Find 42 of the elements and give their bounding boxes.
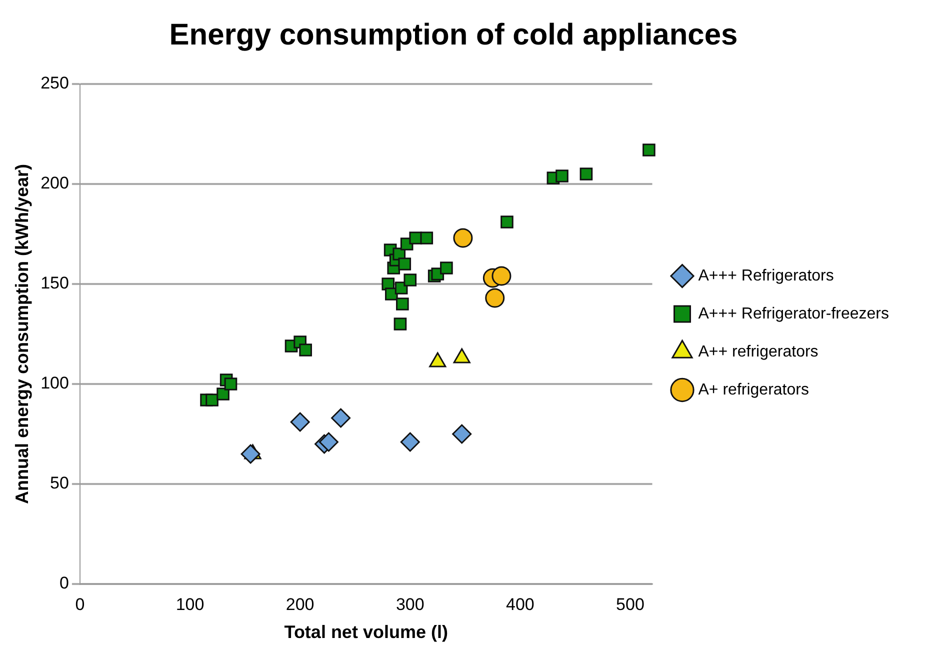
- point: [492, 266, 512, 286]
- point: [331, 408, 351, 428]
- point: [642, 144, 656, 156]
- point: [216, 388, 230, 400]
- x-tick-label: 300: [396, 594, 424, 614]
- y-tick-label: 100: [40, 374, 69, 393]
- point: [453, 228, 473, 248]
- legend-label: A+++ Refrigerators: [698, 267, 834, 284]
- y-tick-label: 50: [50, 474, 69, 493]
- point: [394, 318, 407, 330]
- point: [440, 262, 453, 274]
- point: [240, 444, 260, 464]
- point: [206, 394, 218, 406]
- legend-label: A+++ Refrigerator-freezers: [698, 305, 889, 322]
- point: [420, 232, 434, 244]
- y-axis-title: Annual energy consumption (kWh/year): [12, 164, 32, 504]
- point: [404, 274, 417, 286]
- y-tick-label: 150: [40, 274, 69, 293]
- point: [556, 170, 568, 182]
- point: [452, 424, 472, 444]
- x-tick-label: 200: [286, 594, 314, 614]
- x-tick-label: 400: [506, 594, 534, 614]
- y-tick-label: 200: [40, 174, 69, 193]
- y-tick-label: 0: [59, 574, 69, 593]
- point: [398, 258, 412, 270]
- legend-label: A+ refrigerators: [698, 381, 809, 398]
- point: [500, 216, 514, 228]
- x-axis-title: Total net volume (l): [284, 622, 448, 642]
- legend-label: A++ refrigerators: [698, 343, 818, 360]
- point: [485, 288, 505, 308]
- y-tick-label: 250: [40, 74, 69, 93]
- point: [396, 298, 409, 310]
- chart-title: Energy consumption of cold appliances: [169, 18, 738, 52]
- x-tick-label: 0: [75, 594, 85, 614]
- point: [580, 168, 593, 180]
- point: [299, 344, 312, 356]
- point: [400, 432, 420, 452]
- point: [224, 378, 238, 390]
- x-tick-label: 500: [616, 594, 644, 614]
- point: [318, 432, 338, 452]
- x-tick-label: 100: [176, 594, 204, 614]
- point: [290, 412, 310, 432]
